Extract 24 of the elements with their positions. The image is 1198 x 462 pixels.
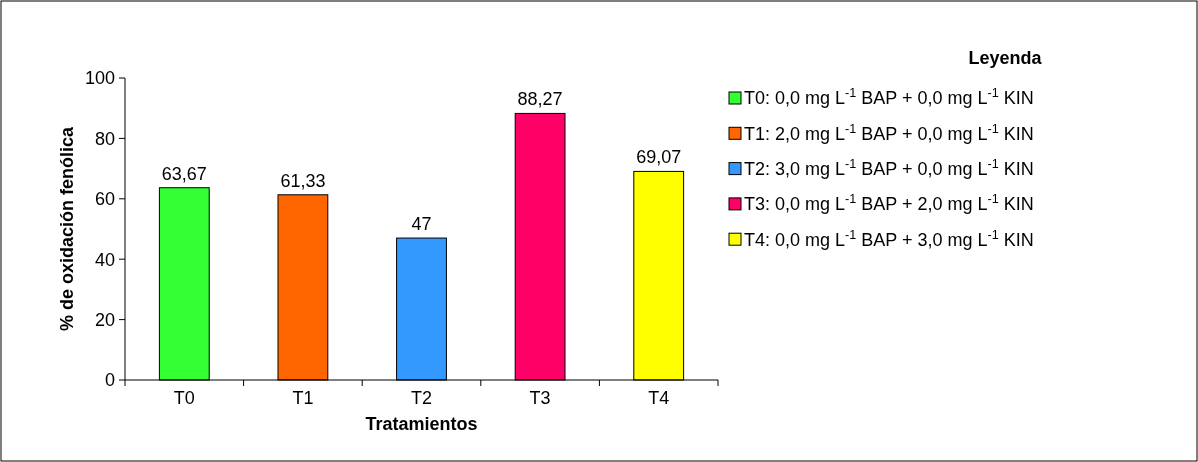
x-tick-label: T0 <box>173 388 195 408</box>
y-tick-label: 60 <box>94 189 115 210</box>
data-label: 47 <box>411 214 432 235</box>
legend-label: T1: 2,0 mg L$^{-1}$ BAP + 0,0 mg L$^{-1}$ KIN <box>744 121 1034 144</box>
y-tick-label: 80 <box>94 128 115 149</box>
legend-label: T3: 0,0 mg L$^{-1}$ BAP + 2,0 mg L$^{-1}$ KIN <box>744 192 1034 215</box>
legend-label: T4: 0,0 mg L$^{-1}$ BAP + 3,0 mg L$^{-1}$ KIN <box>744 227 1034 250</box>
data-label: 63,67 <box>161 163 207 184</box>
y-tick-label: 40 <box>94 249 115 270</box>
x-tick-label: T1 <box>292 388 314 408</box>
x-axis-title: Tratamientos <box>365 414 478 434</box>
data-label: 61,33 <box>280 170 326 191</box>
legend-label: T2: 3,0 mg L$^{-1}$ BAP + 0,0 mg L$^{-1}$ KIN <box>744 156 1034 179</box>
y-axis-title: % de oxidación fenólica <box>57 125 77 332</box>
data-label: 69,07 <box>636 147 682 168</box>
legend-label: T0: 0,0 mg L$^{-1}$ BAP + 0,0 mg L$^{-1}$ KIN <box>744 86 1034 109</box>
x-tick-label: T2 <box>410 388 433 408</box>
y-tick-label: 0 <box>104 370 115 391</box>
legend-title: Leyenda <box>968 48 1043 68</box>
x-tick-label: T3 <box>529 388 551 408</box>
data-label: 88,27 <box>517 89 563 110</box>
y-tick-label: 20 <box>94 309 115 330</box>
x-tick-label: T4 <box>648 388 670 408</box>
y-tick-label: 100 <box>84 68 115 89</box>
